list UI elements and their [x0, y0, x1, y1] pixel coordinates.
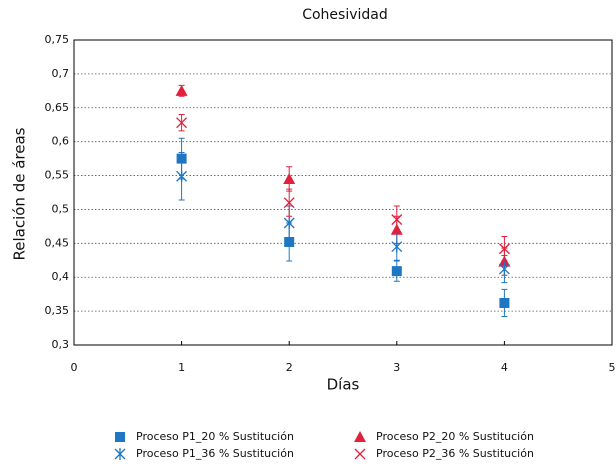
y-tick-label: 0,6: [52, 135, 70, 148]
marker: [176, 170, 188, 183]
x-tick-label: 1: [178, 361, 185, 374]
marker: [175, 84, 188, 96]
plot-frame: [73, 39, 613, 346]
marker: [391, 240, 403, 253]
y-tick-label: 0,45: [45, 236, 70, 249]
marker: [354, 448, 366, 460]
x-tick-label: 0: [71, 361, 78, 374]
marker: [176, 117, 188, 129]
marker: [114, 448, 126, 460]
y-tick-label: 0,7: [52, 67, 70, 80]
legend-label: Proceso P2_36 % Sustitución: [376, 447, 534, 460]
y-tick-label: 0,55: [45, 169, 70, 182]
legend-label: Proceso P1_20 % Sustitución: [136, 430, 294, 443]
legend-entry: Proceso P2_20 % Sustitución: [354, 430, 534, 443]
x-axis-label: Días: [327, 376, 360, 394]
legend-label: Proceso P1_36 % Sustitución: [136, 447, 294, 460]
y-tick-label: 0,35: [45, 304, 70, 317]
x-tick-label: 2: [286, 361, 293, 374]
marker: [499, 297, 510, 308]
marker: [498, 263, 510, 276]
x-tick-label: 4: [501, 361, 508, 374]
marker: [283, 197, 295, 209]
y-tick-label: 0,75: [45, 33, 70, 46]
marker: [283, 172, 296, 184]
y-tick-label: 0,65: [45, 101, 70, 114]
marker: [354, 431, 366, 442]
legend-label: Proceso P2_20 % Sustitución: [376, 430, 534, 443]
marker: [283, 217, 295, 229]
marker: [284, 236, 295, 247]
marker: [391, 214, 403, 226]
x-tick-label: 5: [609, 361, 616, 374]
y-tick-label: 0,5: [52, 202, 70, 215]
legend-entry: Proceso P1_20 % Sustitución: [115, 430, 294, 443]
marker: [115, 432, 125, 442]
legend-entry: Proceso P2_36 % Sustitución: [354, 447, 534, 460]
legend-entry: Proceso P1_36 % Sustitución: [114, 447, 294, 460]
y-tick-label: 0,3: [52, 338, 70, 351]
marker: [498, 243, 510, 255]
y-tick-label: 0,4: [52, 270, 70, 283]
marker: [391, 266, 402, 277]
chart-title: Cohesividad: [302, 7, 388, 23]
x-tick-label: 3: [393, 361, 400, 374]
y-axis-label: Relación de áreas: [11, 127, 29, 260]
